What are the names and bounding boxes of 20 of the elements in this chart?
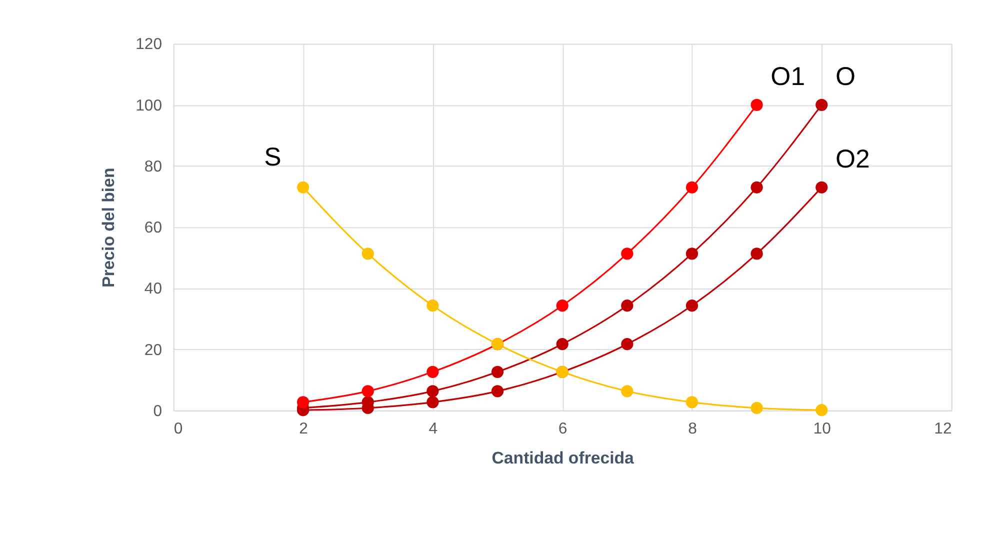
- x-tick-label: 10: [813, 420, 832, 438]
- y-tick-label: 20: [144, 342, 162, 359]
- x-axis-title: Cantidad ofrecida: [492, 448, 635, 468]
- series-label: S: [264, 144, 282, 172]
- x-tick-label: 8: [688, 420, 698, 438]
- series-label: O: [836, 63, 856, 92]
- y-tick-label: 0: [153, 402, 162, 420]
- series-label: O2: [836, 146, 870, 174]
- y-tick-label: 100: [136, 97, 162, 114]
- x-tick-label: 0: [174, 420, 183, 438]
- x-tick-label: 4: [428, 420, 438, 438]
- y-tick-label: 40: [144, 280, 162, 298]
- y-tick-label: 80: [144, 158, 162, 176]
- x-tick-label: 12: [934, 420, 952, 438]
- y-tick-label: 60: [144, 220, 162, 237]
- y-tick-label: 120: [136, 36, 162, 54]
- series-label: O1: [770, 63, 806, 92]
- x-tick-label: 2: [299, 420, 308, 438]
- y-axis-title: Precio del bien: [98, 168, 118, 288]
- x-tick-label: 6: [558, 420, 568, 438]
